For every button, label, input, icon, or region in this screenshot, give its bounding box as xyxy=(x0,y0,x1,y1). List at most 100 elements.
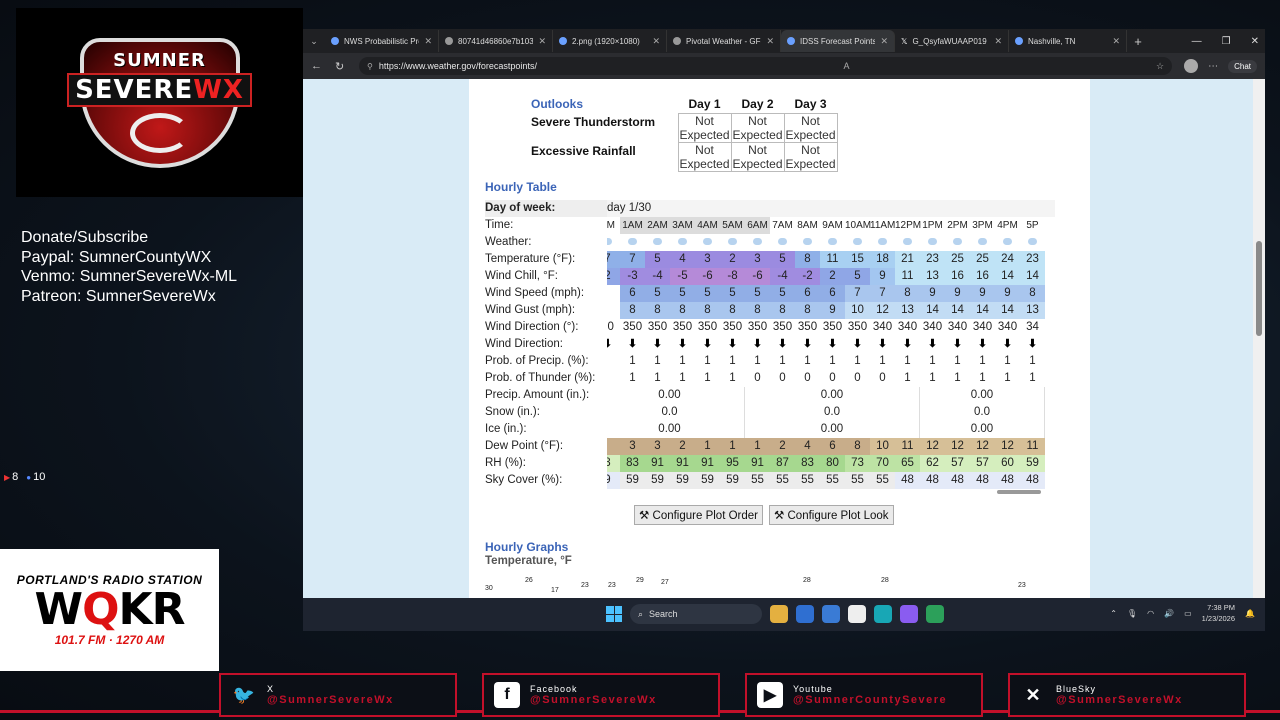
wind-chill-cell: -5 xyxy=(670,268,695,285)
gear-icon xyxy=(445,37,453,45)
page-scroll-thumb[interactable] xyxy=(1256,241,1262,336)
tab-image[interactable]: 2.png (1920×1080) ✕ xyxy=(553,30,667,52)
prob-precip-cell: 1 xyxy=(954,355,961,367)
weather-cell xyxy=(895,234,920,251)
venmo-line: Venmo: SumnerSevereWx-ML xyxy=(21,268,238,285)
sky-cover-cell: 55 xyxy=(820,472,845,489)
partly-cloudy-icon xyxy=(953,238,962,245)
tab-list-chevron-icon[interactable]: ⌄ xyxy=(310,35,318,46)
microphone-icon[interactable]: 🎙 xyxy=(1126,608,1138,618)
wind-gust-cell xyxy=(607,302,620,319)
outlook-cell: Not Expected xyxy=(677,112,732,143)
rh-cell: 91 xyxy=(645,455,670,472)
close-icon[interactable]: ✕ xyxy=(880,35,888,46)
temperature-cell: 7 xyxy=(607,251,620,268)
weather-cell xyxy=(770,234,795,251)
url-input[interactable]: ⚲ https://www.weather.gov/forecastpoints… xyxy=(359,57,1173,75)
close-icon[interactable]: ✕ xyxy=(652,35,660,46)
wind-dir-cell: ⬇ xyxy=(607,336,620,353)
new-tab-plus-icon[interactable]: + xyxy=(1134,33,1142,49)
store-icon[interactable] xyxy=(848,605,866,623)
wind-arrow-icon: ⬇ xyxy=(977,338,988,350)
close-icon[interactable]: ✕ xyxy=(424,35,432,46)
snow-block: 0.0 xyxy=(745,404,920,421)
wind-arrow-icon: ⬇ xyxy=(677,338,688,350)
hourly-data-grid[interactable]: day 1/30 AM1AM2AM3AM4AM5AM6AM7AM8AM9AM10… xyxy=(607,200,1055,495)
scroll-thumb[interactable] xyxy=(997,490,1041,494)
hourly-table-heading: Hourly Table xyxy=(485,180,557,194)
file-explorer-icon[interactable] xyxy=(770,605,788,623)
wind-dir-cell: ⬇ xyxy=(820,336,845,353)
notification-icon[interactable]: 🔔 xyxy=(1245,608,1255,618)
rh-cell: 65 xyxy=(895,455,920,472)
viewer-counters: ▶ 8 ● 10 xyxy=(4,471,45,483)
tab-title: IDSS Forecast Points xyxy=(800,36,876,46)
social-x[interactable]: 🐦 X @SumnerSevereWx xyxy=(219,673,457,717)
rh-row: 8 83 91 91 91 95 91 87 83 80 73 70 65 62 57 57 60 59 xyxy=(607,455,1045,472)
copilot-icon[interactable] xyxy=(900,605,918,623)
partly-cloudy-icon xyxy=(928,238,937,245)
edge-icon[interactable] xyxy=(874,605,892,623)
rh-cell: 91 xyxy=(670,455,695,472)
site-info-icon[interactable]: ⚲ xyxy=(367,61,373,71)
social-facebook[interactable]: f Facebook @SumnerSevereWx xyxy=(482,673,720,717)
social-bluesky[interactable]: ✕ BlueSky @SumnerSevereWx xyxy=(1008,673,1246,717)
hourly-table: Day of week: Time: Weather: Temperature … xyxy=(485,200,1057,495)
weather-label: Weather: xyxy=(485,236,532,248)
radio-callsign: WQKR xyxy=(35,587,186,633)
wind-dir-deg-cell: 350 xyxy=(672,321,693,333)
tab-idss-forecast-points[interactable]: IDSS Forecast Points ✕ xyxy=(781,30,895,52)
page-scrollbar[interactable] xyxy=(1253,79,1265,598)
snow-label: Snow (in.): xyxy=(485,406,540,418)
volume-icon[interactable]: 🔊 xyxy=(1164,608,1175,618)
dew-point-cell: 2 xyxy=(770,438,795,455)
close-window-icon[interactable]: ✕ xyxy=(1250,35,1259,47)
mail-icon[interactable] xyxy=(822,605,840,623)
wind-dir-cell: ⬇ xyxy=(745,336,770,353)
taskbar-clock[interactable]: 7:38 PM 1/23/2026 xyxy=(1202,602,1235,624)
close-icon[interactable]: ✕ xyxy=(1112,35,1120,46)
minimize-icon[interactable]: — xyxy=(1191,35,1202,47)
outlook-icon[interactable] xyxy=(796,605,814,623)
battery-icon[interactable]: ▭ xyxy=(1184,608,1192,618)
rh-cell: 80 xyxy=(820,455,845,472)
wind-arrow-icon: ⬇ xyxy=(877,338,888,350)
windows-start-icon[interactable] xyxy=(606,606,622,622)
tray-chevron-icon[interactable]: ⌃ xyxy=(1110,608,1117,618)
wind-chill-cell: -6 xyxy=(745,268,770,285)
configure-plot-order-button[interactable]: ⚒ Configure Plot Order xyxy=(634,505,763,525)
obs-app-icon[interactable] xyxy=(926,605,944,623)
prob-thunder-cell: 0 xyxy=(854,372,861,384)
maximize-icon[interactable]: ❐ xyxy=(1221,35,1231,47)
tab-nws-probabilistic[interactable]: NWS Probabilistic Preci ✕ xyxy=(325,30,439,52)
close-icon[interactable]: ✕ xyxy=(994,35,1002,46)
social-youtube[interactable]: ▶ Youtube @SumnerCountySevere xyxy=(745,673,983,717)
tab-nashville[interactable]: Nashville, TN ✕ xyxy=(1009,30,1127,52)
tab-hash[interactable]: 80741d46860e7b1038a ✕ xyxy=(439,30,553,52)
taskbar-search[interactable]: ⌕ Search xyxy=(630,604,762,624)
tab-pivotal[interactable]: Pivotal Weather - GFS ✕ xyxy=(667,30,781,52)
temperature-cell: 3 xyxy=(695,251,720,268)
read-aloud-icon[interactable]: A xyxy=(843,61,850,71)
graph-value-label: 17 xyxy=(551,587,559,594)
close-icon[interactable]: ✕ xyxy=(766,35,774,46)
wind-gust-cell: 8 xyxy=(670,302,695,319)
wifi-icon[interactable]: ◠ xyxy=(1147,608,1155,618)
back-arrow-icon[interactable]: ← xyxy=(311,60,322,72)
copilot-chat-button[interactable]: Chat xyxy=(1228,59,1257,73)
rh-cell: 91 xyxy=(745,455,770,472)
wind-arrow-icon: ⬇ xyxy=(752,338,763,350)
tab-x-image[interactable]: 𝕏 G_QsyfaWUAAP019 (19 ✕ xyxy=(895,30,1009,52)
wind-speed-cell: 6 xyxy=(820,285,845,302)
partly-cloudy-icon xyxy=(878,238,887,245)
close-icon[interactable]: ✕ xyxy=(538,35,546,46)
profile-avatar[interactable] xyxy=(1184,59,1199,73)
configure-plot-look-button[interactable]: ⚒ Configure Plot Look xyxy=(768,505,894,525)
wind-dir-cell: ⬇ xyxy=(645,336,670,353)
weather-cell xyxy=(620,234,645,251)
favorite-star-icon[interactable]: ☆ xyxy=(1156,60,1165,71)
hourly-row-labels: Day of week: Time: Weather: Temperature … xyxy=(485,200,607,489)
refresh-icon[interactable]: ↻ xyxy=(335,60,345,73)
horizontal-scrollbar[interactable] xyxy=(607,489,1055,495)
more-menu-icon[interactable]: ⋯ xyxy=(1208,60,1219,72)
